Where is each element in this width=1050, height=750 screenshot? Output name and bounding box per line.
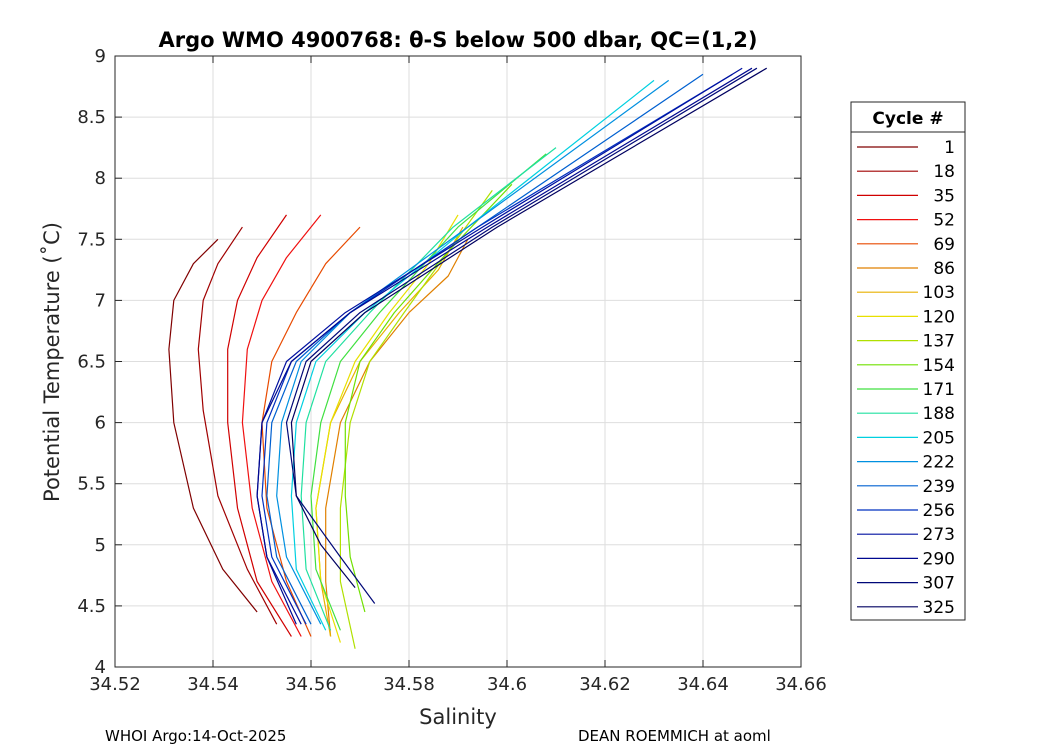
legend-label-cycle-120: 120 xyxy=(923,307,955,327)
legend-label-cycle-86: 86 xyxy=(933,259,955,279)
series-line-cycle-171 xyxy=(310,153,547,631)
y-tick-label: 7.5 xyxy=(77,229,106,250)
y-tick-label: 4 xyxy=(95,657,106,678)
series-lines xyxy=(168,67,768,649)
x-tick-label: 34.56 xyxy=(285,674,337,695)
legend-label-cycle-205: 205 xyxy=(923,428,955,448)
y-tick-label: 8 xyxy=(95,168,106,189)
x-tick-label: 34.58 xyxy=(383,674,435,695)
series-line-cycle-222 xyxy=(276,79,670,625)
legend-label-cycle-239: 239 xyxy=(923,477,955,497)
legend-label-cycle-52: 52 xyxy=(933,211,955,231)
legend-label-cycle-273: 273 xyxy=(923,525,955,545)
footer-left: WHOI Argo:14-Oct-2025 xyxy=(105,727,286,745)
x-tick-label: 34.62 xyxy=(579,674,631,695)
legend-label-cycle-35: 35 xyxy=(933,186,955,206)
series-line-cycle-1 xyxy=(168,238,258,613)
series-line-cycle-256 xyxy=(261,73,733,625)
y-axis-ticks: 4 4.5 5 5.5 6 6.5 7 7.5 8 8.5 9 xyxy=(77,46,801,678)
series-line-cycle-52 xyxy=(241,214,322,637)
series-line-cycle-188 xyxy=(300,147,557,631)
legend-label-cycle-290: 290 xyxy=(923,549,955,569)
series-line-cycle-86 xyxy=(325,239,469,637)
x-tick-label: 34.6 xyxy=(487,674,527,695)
y-axis-label: Potential Temperature (˚C) xyxy=(40,222,64,502)
y-tick-label: 8.5 xyxy=(77,107,106,128)
legend: Cycle # 1 18 35 52 69 86 103 120 137 154 171 188 205… xyxy=(850,101,966,621)
legend-label-cycle-154: 154 xyxy=(923,356,955,376)
legend-label-cycle-171: 171 xyxy=(923,380,955,400)
y-tick-label: 4.5 xyxy=(77,596,106,617)
series-line-cycle-35 xyxy=(227,214,292,637)
y-tick-label: 7 xyxy=(95,290,106,311)
x-axis-label: Salinity xyxy=(419,705,497,729)
y-tick-label: 5 xyxy=(95,535,106,556)
x-tick-label: 34.66 xyxy=(775,674,827,695)
legend-label-cycle-256: 256 xyxy=(923,501,955,521)
chart-title: Argo WMO 4900768: θ-S below 500 dbar, QC… xyxy=(159,28,758,52)
series-line-cycle-18 xyxy=(197,226,278,625)
y-tick-label: 5.5 xyxy=(77,474,106,495)
x-tick-label: 34.54 xyxy=(187,674,239,695)
series-line-cycle-290 xyxy=(256,67,753,625)
legend-label-cycle-103: 103 xyxy=(923,283,955,303)
legend-label-cycle-18: 18 xyxy=(933,162,955,182)
series-line-cycle-307 xyxy=(285,67,758,604)
y-tick-label: 9 xyxy=(95,46,106,67)
legend-label-cycle-188: 188 xyxy=(923,404,955,424)
legend-label-cycle-69: 69 xyxy=(933,235,955,255)
legend-label-cycle-325: 325 xyxy=(923,598,955,618)
series-line-cycle-325 xyxy=(290,67,768,588)
x-axis-ticks: 34.52 34.54 34.56 34.58 34.6 34.62 34.64 34.66 xyxy=(89,56,827,695)
legend-label-cycle-307: 307 xyxy=(923,574,955,594)
legend-label-cycle-1: 1 xyxy=(944,138,955,158)
legend-label-cycle-137: 137 xyxy=(923,332,955,352)
legend-items: 1 18 35 52 69 86 103 120 137 154 171 188 205 222 239 25… xyxy=(857,138,955,618)
series-line-cycle-205 xyxy=(290,79,655,631)
y-tick-label: 6 xyxy=(95,413,106,434)
legend-label-cycle-222: 222 xyxy=(923,453,955,473)
x-tick-label: 34.52 xyxy=(89,674,141,695)
y-tick-label: 6.5 xyxy=(77,352,106,373)
footer-right: DEAN ROEMMICH at aoml xyxy=(578,727,771,745)
x-tick-label: 34.64 xyxy=(677,674,729,695)
legend-title: Cycle # xyxy=(872,109,943,129)
